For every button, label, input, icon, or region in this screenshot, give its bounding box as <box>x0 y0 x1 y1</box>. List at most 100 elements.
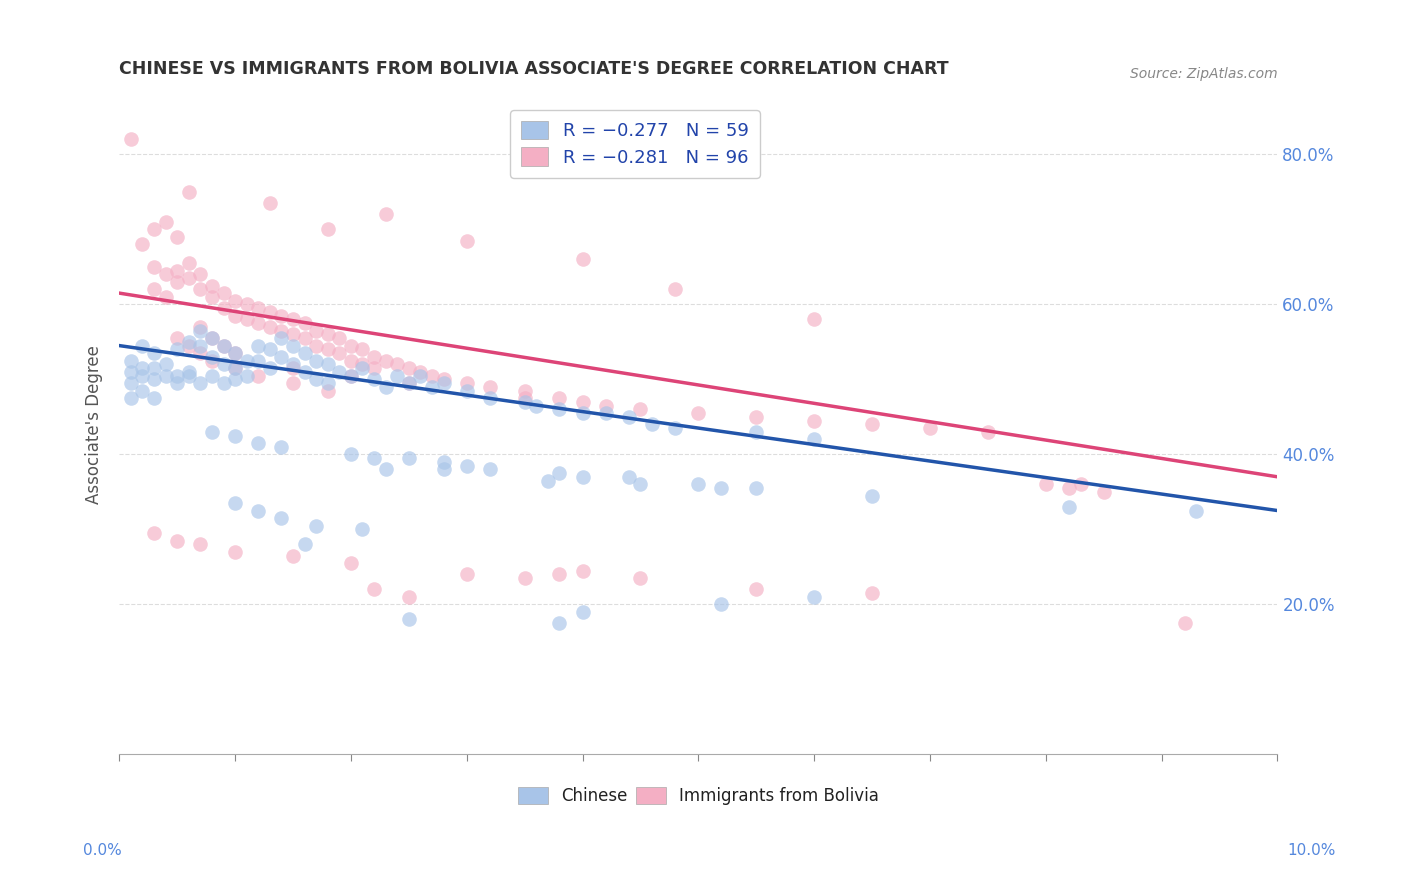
Point <box>166 275 188 289</box>
Point <box>745 425 768 439</box>
Point <box>281 361 304 376</box>
Point <box>247 353 270 368</box>
Point <box>745 481 768 495</box>
Point <box>571 470 593 484</box>
Point <box>340 353 363 368</box>
Point <box>803 433 825 447</box>
Point <box>409 368 432 383</box>
Point <box>188 324 211 338</box>
Point <box>155 368 177 383</box>
Point <box>177 256 200 270</box>
Y-axis label: Associate's Degree: Associate's Degree <box>86 345 103 504</box>
Point <box>224 545 246 559</box>
Point <box>363 361 385 376</box>
Point <box>155 357 177 371</box>
Point <box>212 338 235 352</box>
Point <box>420 380 443 394</box>
Point <box>281 327 304 342</box>
Point <box>387 357 409 371</box>
Point <box>247 503 270 517</box>
Point <box>478 391 501 405</box>
Point <box>432 462 454 476</box>
Point <box>571 564 593 578</box>
Point <box>259 196 281 211</box>
Point <box>166 230 188 244</box>
Point <box>235 312 257 326</box>
Point <box>177 334 200 349</box>
Point <box>548 567 571 582</box>
Point <box>398 612 420 626</box>
Point <box>374 207 396 221</box>
Point <box>664 421 686 435</box>
Point <box>432 376 454 390</box>
Point <box>201 331 224 345</box>
Point <box>188 268 211 282</box>
Point <box>247 301 270 315</box>
Point <box>259 305 281 319</box>
Point <box>294 331 316 345</box>
Point <box>281 312 304 326</box>
Point <box>1185 503 1208 517</box>
Point <box>131 237 153 252</box>
Point <box>860 417 883 432</box>
Point <box>131 361 153 376</box>
Point <box>628 402 651 417</box>
Point <box>513 571 536 585</box>
Point <box>259 343 281 357</box>
Point <box>212 286 235 301</box>
Point <box>316 222 339 236</box>
Point <box>247 436 270 450</box>
Point <box>224 372 246 386</box>
Point <box>224 309 246 323</box>
Point <box>212 376 235 390</box>
Point <box>270 331 292 345</box>
Point <box>305 324 328 338</box>
Point <box>166 263 188 277</box>
Point <box>305 353 328 368</box>
Point <box>456 384 478 398</box>
Point <box>120 376 142 390</box>
Point <box>247 338 270 352</box>
Point <box>1035 477 1057 491</box>
Point <box>166 376 188 390</box>
Point <box>745 582 768 597</box>
Point <box>571 394 593 409</box>
Point <box>316 376 339 390</box>
Point <box>177 185 200 199</box>
Point <box>143 526 166 541</box>
Point <box>201 331 224 345</box>
Point <box>212 357 235 371</box>
Point <box>340 368 363 383</box>
Point <box>571 406 593 420</box>
Point <box>188 319 211 334</box>
Point <box>143 372 166 386</box>
Point <box>120 365 142 379</box>
Point <box>918 421 941 435</box>
Point <box>270 440 292 454</box>
Point <box>478 462 501 476</box>
Point <box>235 368 257 383</box>
Point <box>281 376 304 390</box>
Point <box>548 402 571 417</box>
Point <box>143 222 166 236</box>
Point <box>363 451 385 466</box>
Point <box>294 316 316 330</box>
Point <box>595 406 617 420</box>
Point <box>224 361 246 376</box>
Point <box>235 353 257 368</box>
Point <box>328 365 350 379</box>
Point <box>387 368 409 383</box>
Point <box>617 470 640 484</box>
Point <box>188 282 211 296</box>
Point <box>977 425 1000 439</box>
Point <box>664 282 686 296</box>
Point <box>188 346 211 360</box>
Point <box>270 309 292 323</box>
Point <box>803 312 825 326</box>
Point <box>340 368 363 383</box>
Point <box>352 522 374 536</box>
Point <box>201 425 224 439</box>
Point <box>456 458 478 473</box>
Point <box>247 316 270 330</box>
Point <box>281 549 304 563</box>
